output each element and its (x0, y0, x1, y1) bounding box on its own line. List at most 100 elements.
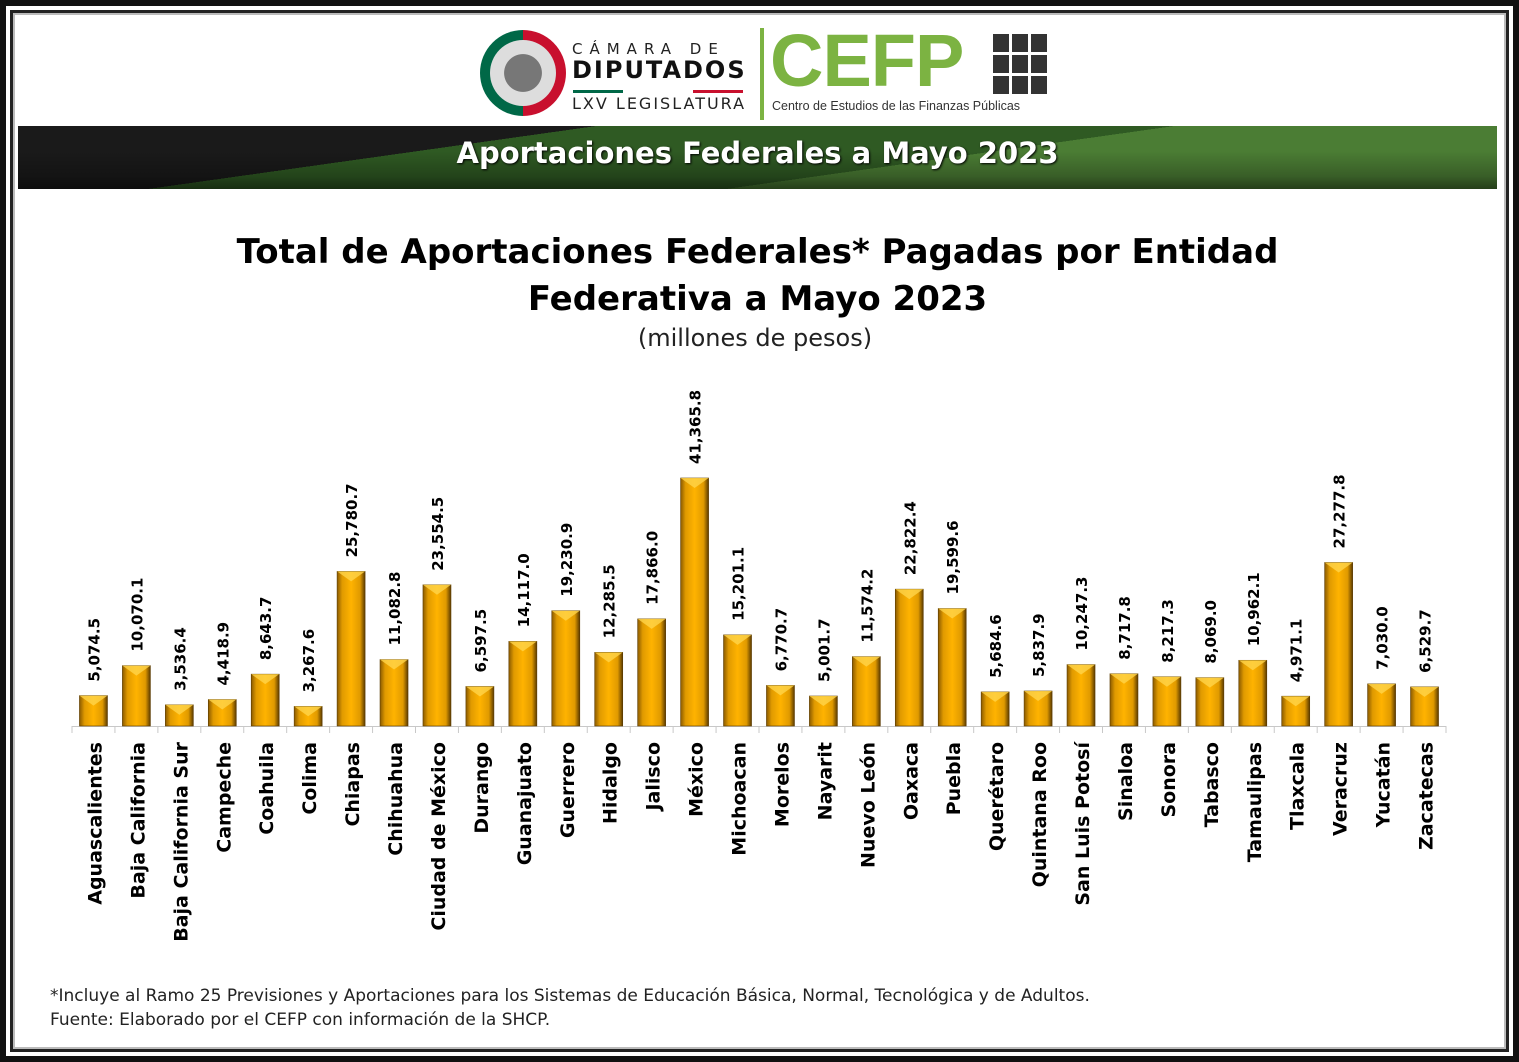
category-label: Chihuahua (385, 742, 407, 856)
category-label: Nuevo León (857, 742, 879, 868)
category-label: Jalisco (643, 742, 665, 813)
data-label: 6,597.5 (472, 609, 490, 673)
bar (1152, 676, 1182, 727)
data-label: 22,822.4 (901, 501, 919, 575)
category-label: Chiapas (342, 742, 364, 827)
category-label: Puebla (943, 742, 965, 815)
data-label: 8,643.7 (257, 597, 275, 661)
category-label: Zacatecas (1416, 742, 1438, 850)
data-label: 17,866.0 (644, 531, 662, 605)
data-label: 10,070.1 (128, 578, 146, 652)
category-label: Colima (299, 742, 321, 815)
bar-bevel (1324, 562, 1353, 573)
camara-text: CÁMARA DE (572, 40, 725, 58)
data-label: 5,001.7 (815, 618, 833, 682)
diputados-text: DIPUTADOS (572, 56, 747, 84)
category-label: Hidalgo (600, 742, 622, 824)
chart-title-line1: Total de Aportaciones Federales* Pagadas… (236, 232, 1279, 272)
category-label: Coahuila (256, 742, 278, 835)
bar-bevel (79, 695, 108, 706)
category-label: Sonora (1158, 742, 1180, 818)
bar-bevel (1024, 691, 1053, 702)
bar (894, 588, 924, 727)
bar-bevel (1109, 673, 1138, 684)
data-label: 3,536.4 (171, 627, 189, 691)
bar-bevel (294, 706, 323, 717)
category-label: Oaxaca (900, 742, 922, 820)
bar (508, 641, 538, 727)
bar (551, 610, 581, 727)
data-label: 23,554.5 (429, 497, 447, 571)
legislatura-text: LXV LEGISLATURA (572, 94, 747, 113)
bar-bevel (1195, 677, 1224, 688)
bar-bevel (508, 641, 537, 652)
bar (1238, 659, 1268, 727)
bar (1324, 562, 1353, 727)
cefp-full-name: Centro de Estudios de las Finanzas Públi… (772, 99, 1021, 113)
bar (680, 477, 709, 727)
bar-bevel (766, 685, 795, 696)
category-label: Baja California (127, 742, 149, 899)
bar-bevel (723, 634, 752, 645)
category-label: Baja California Sur (170, 741, 192, 941)
bar-bevel (1238, 660, 1267, 671)
chart-title-line2: Federativa a Mayo 2023 (527, 279, 988, 319)
bar-bevel (809, 696, 838, 707)
category-label: Campeche (213, 742, 235, 853)
data-label: 25,780.7 (343, 483, 361, 557)
logo-divider (760, 28, 764, 120)
bar-bevel (1410, 686, 1439, 697)
data-label: 4,971.1 (1288, 619, 1306, 683)
data-label: 11,574.2 (858, 569, 876, 643)
data-label: 11,082.8 (386, 572, 404, 646)
cefp-logo: CEFP (770, 19, 964, 102)
data-label: 14,117.0 (515, 553, 533, 627)
bar-bevel (680, 478, 709, 488)
chart-subtitle: (millones de pesos) (637, 324, 873, 352)
inner-frame (10, 10, 1509, 1052)
category-label: Tlaxcala (1287, 742, 1309, 830)
category-label: Sinaloa (1115, 742, 1137, 821)
bar (422, 584, 452, 727)
category-label: México (686, 742, 708, 817)
category-label: Aguascalientes (84, 742, 106, 905)
data-label: 10,247.3 (1073, 577, 1091, 651)
category-label: Tamaulipas (1244, 742, 1266, 862)
bar-bevel (1067, 664, 1096, 675)
camara-seal-logo (480, 30, 566, 116)
data-label: 19,599.6 (944, 520, 962, 594)
bar-bevel (852, 656, 881, 667)
bar-bevel (895, 589, 924, 600)
data-label: 3,267.6 (300, 629, 318, 693)
category-label: Querétaro (986, 742, 1008, 851)
bar (336, 571, 366, 727)
bar (1066, 664, 1096, 727)
bar (637, 618, 666, 727)
bar-bevel (1367, 683, 1396, 694)
source-note: Fuente: Elaborado por el CEFP con inform… (50, 1010, 551, 1030)
data-label: 5,684.6 (987, 614, 1005, 678)
footnote: *Incluye al Ramo 25 Previsiones y Aporta… (50, 986, 1090, 1006)
data-label: 27,277.8 (1331, 474, 1349, 548)
bar-bevel (208, 699, 237, 710)
data-label: 5,837.9 (1030, 613, 1048, 677)
data-label: 10,962.1 (1245, 572, 1263, 646)
bar-bevel (551, 610, 580, 621)
bar-bevel (594, 652, 623, 663)
data-label: 12,285.5 (601, 564, 619, 638)
bar (937, 608, 967, 727)
category-label: Tabasco (1201, 742, 1223, 827)
bar-bevel (380, 659, 409, 670)
data-label: 6,770.7 (772, 608, 790, 672)
category-label: Nayarit (814, 742, 836, 820)
data-label: 15,201.1 (730, 547, 748, 621)
bar-bevel (637, 618, 666, 629)
bar (723, 634, 752, 727)
bar (594, 652, 624, 727)
data-label: 5,074.5 (85, 618, 103, 682)
category-label: Morelos (771, 742, 793, 827)
category-label: San Luis Potosí (1072, 741, 1094, 906)
bar-bevel (1281, 696, 1310, 707)
